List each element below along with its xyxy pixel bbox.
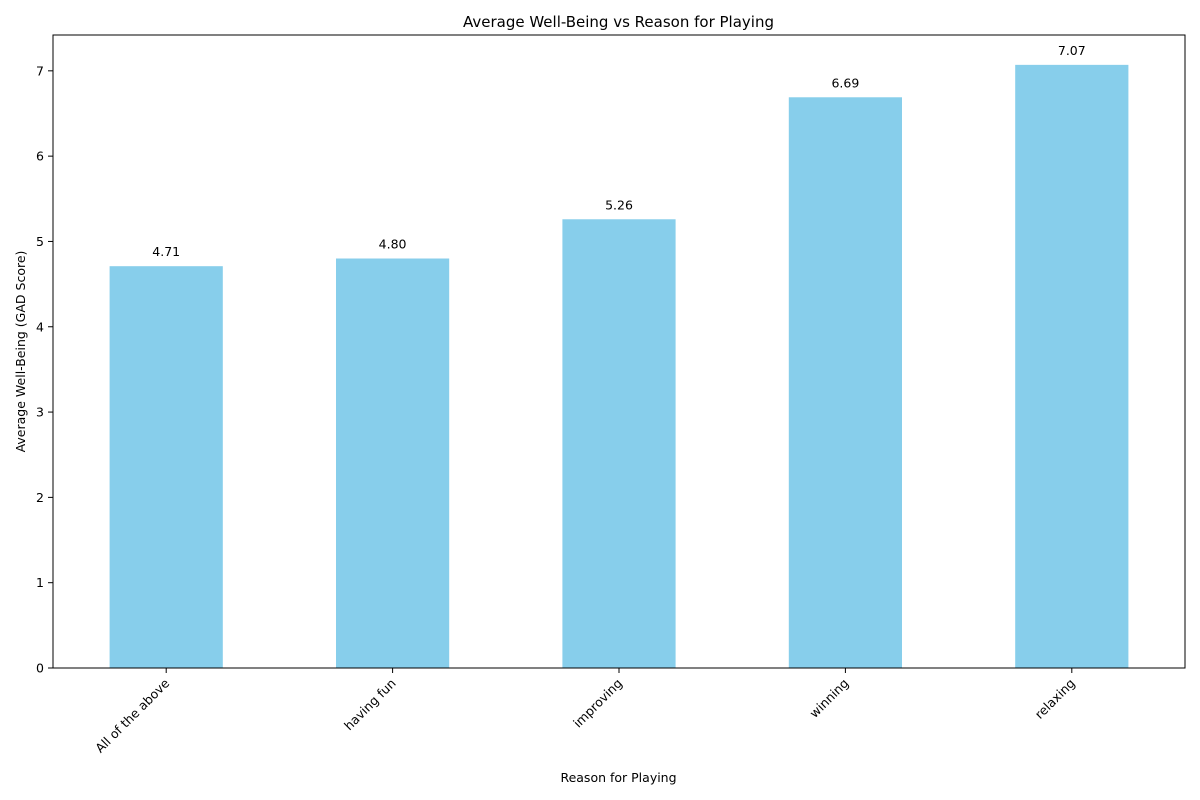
- x-tick-label: relaxing: [1032, 676, 1078, 722]
- bar: [109, 266, 223, 668]
- y-tick-label: 1: [36, 575, 44, 590]
- y-axis: 0 1 2 3 4 5 6 7: [36, 63, 53, 676]
- bar: [788, 97, 902, 668]
- bar: [336, 258, 450, 668]
- y-tick-label: 4: [36, 319, 44, 334]
- y-tick-label: 7: [36, 63, 44, 78]
- x-tick-label: winning: [806, 676, 851, 721]
- bar-value-label: 6.69: [831, 75, 859, 90]
- chart-title: Average Well-Being vs Reason for Playing: [463, 13, 774, 31]
- bar: [562, 219, 676, 668]
- plot-frame: [52, 34, 1186, 669]
- bars-group: [109, 64, 1129, 669]
- bar-value-label: 4.80: [379, 237, 407, 252]
- x-tick-label: improving: [570, 676, 625, 731]
- value-labels-group: 4.71 4.80 5.26 6.69 7.07: [152, 43, 1085, 259]
- bar-value-label: 4.71: [152, 244, 180, 259]
- bar: [1015, 64, 1129, 669]
- y-tick-label: 3: [36, 405, 44, 420]
- x-axis: All of the above having fun improving winni…: [92, 668, 1078, 756]
- y-tick-label: 6: [36, 149, 44, 164]
- y-tick-label: 0: [36, 661, 44, 676]
- x-tick-label: All of the above: [92, 675, 172, 755]
- y-axis-title: Average Well-Being (GAD Score): [13, 251, 28, 453]
- y-tick-label: 5: [36, 234, 44, 249]
- bar-value-label: 5.26: [605, 197, 633, 212]
- y-tick-label: 2: [36, 490, 44, 505]
- x-tick-label: having fun: [341, 676, 399, 734]
- bar-value-label: 7.07: [1058, 43, 1086, 58]
- x-axis-title: Reason for Playing: [560, 770, 676, 785]
